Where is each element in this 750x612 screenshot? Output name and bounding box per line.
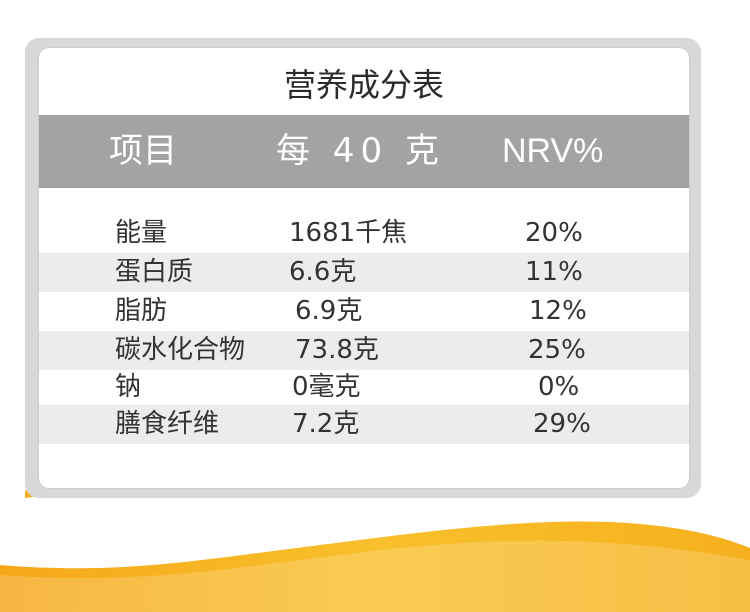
row-amount: 1681千焦 <box>289 218 408 248</box>
table-row: 膳食纤维 7.2克 29% <box>39 405 689 444</box>
row-amount: 6.6克 <box>289 257 357 287</box>
row-item: 碳水化合物 <box>115 335 246 365</box>
row-nrv: 11% <box>525 257 583 287</box>
header-item: 项目 <box>109 131 177 171</box>
header-nrv: NRV% <box>502 132 604 170</box>
row-amount: 6.9克 <box>295 296 363 326</box>
table-title: 营养成分表 <box>283 66 444 104</box>
table-row: 碳水化合物 73.8克 25% <box>39 331 689 370</box>
row-amount: 7.2克 <box>292 409 360 439</box>
row-item: 钠 <box>115 372 142 402</box>
row-nrv: 20% <box>525 218 583 248</box>
table-row: 能量 1681千焦 20% <box>39 214 689 253</box>
table-header: 项目 每 40 克 NRV% <box>39 115 689 188</box>
row-nrv: 29% <box>533 409 591 439</box>
row-amount: 73.8克 <box>295 335 379 365</box>
table-row: 脂肪 6.9克 12% <box>39 292 689 331</box>
header-per-40g: 每 40 克 <box>276 131 445 171</box>
row-item: 脂肪 <box>115 296 168 326</box>
row-nrv: 0% <box>538 372 580 402</box>
row-nrv: 25% <box>528 335 586 365</box>
row-amount: 0毫克 <box>292 372 361 402</box>
row-nrv: 12% <box>529 296 587 326</box>
row-item: 能量 <box>115 218 168 248</box>
table-row: 蛋白质 6.6克 11% <box>39 253 689 292</box>
row-item: 膳食纤维 <box>115 409 220 439</box>
row-item: 蛋白质 <box>115 257 194 287</box>
table-row: 钠 0毫克 0% <box>39 368 689 407</box>
